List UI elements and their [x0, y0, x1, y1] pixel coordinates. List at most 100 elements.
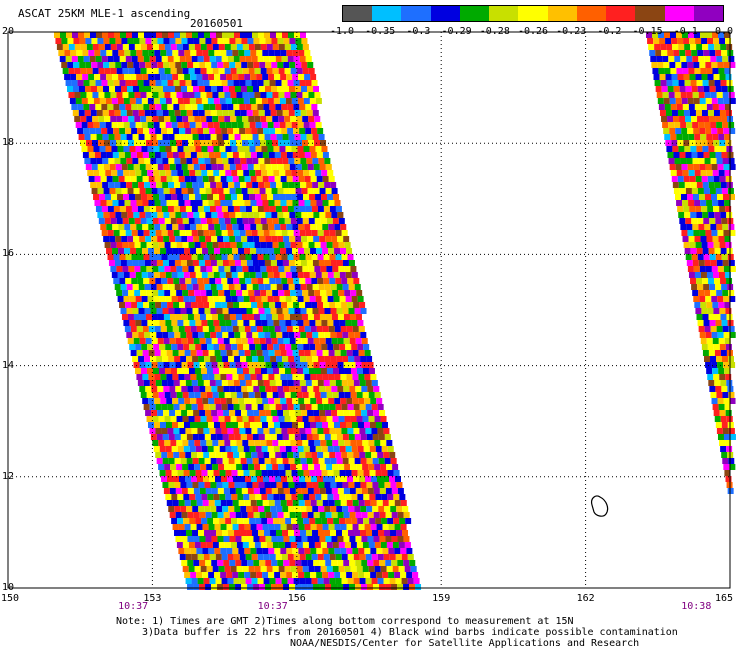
swath-cell — [150, 308, 157, 314]
swath-cell — [217, 512, 224, 518]
swath-cell — [660, 80, 667, 86]
swath-cell — [141, 194, 148, 200]
swath-cell — [169, 338, 176, 344]
swath-cell — [196, 200, 203, 206]
swath-cell — [715, 50, 722, 56]
swath-cell — [259, 314, 266, 320]
swath-cell — [277, 236, 284, 242]
swath-cell — [246, 284, 253, 290]
swath-cell — [722, 158, 729, 164]
swath-cell — [692, 92, 699, 98]
swath-cell — [149, 404, 156, 410]
swath-cell — [314, 92, 321, 98]
swath-cell — [315, 98, 322, 104]
swath-cell — [223, 62, 230, 68]
swath-cell — [294, 284, 301, 290]
swath-cell — [62, 68, 69, 74]
swath-cell — [201, 122, 208, 128]
swath-cell — [695, 206, 702, 212]
swath-cell — [215, 278, 222, 284]
swath-cell — [334, 200, 341, 206]
swath-cell — [723, 98, 730, 104]
swath-cell — [379, 512, 386, 518]
swath-cell — [327, 470, 334, 476]
swath-cell — [173, 206, 180, 212]
swath-cell — [310, 248, 317, 254]
swath-cell — [251, 206, 258, 212]
swath-cell — [300, 530, 307, 536]
swath-cell — [269, 452, 276, 458]
swath-cell — [371, 476, 378, 482]
swath-cell — [133, 164, 140, 170]
swath-cell — [328, 200, 335, 206]
swath-cell — [189, 272, 196, 278]
swath-cell — [255, 98, 262, 104]
swath-cell — [281, 278, 288, 284]
swath-cell — [132, 134, 139, 140]
swath-cell — [325, 212, 332, 218]
swath-cell — [217, 314, 224, 320]
swath-cell — [682, 134, 689, 140]
swath-cell — [183, 194, 190, 200]
swath-cell — [264, 482, 271, 488]
swath-cell — [211, 536, 218, 542]
swath-cell — [181, 164, 188, 170]
swath-cell — [688, 134, 695, 140]
swath-cell — [702, 314, 709, 320]
swath-cell — [187, 512, 194, 518]
swath-cell — [671, 74, 678, 80]
swath-cell — [711, 128, 718, 134]
swath-cell — [238, 350, 245, 356]
swath-cell — [62, 44, 69, 50]
swath-cell — [196, 50, 203, 56]
swath-cell — [716, 56, 723, 62]
swath-cell — [344, 392, 351, 398]
swath-cell — [304, 326, 311, 332]
swath-cell — [77, 128, 84, 134]
swath-cell — [164, 416, 171, 422]
swath-cell — [325, 536, 332, 542]
swath-cell — [404, 566, 411, 572]
swath-cell — [344, 566, 351, 572]
swath-cell — [344, 542, 351, 548]
swath-cell — [375, 446, 382, 452]
swath-cell — [248, 140, 255, 146]
swath-cell — [255, 194, 262, 200]
swath-cell — [697, 86, 704, 92]
swath-cell — [355, 488, 362, 494]
swath-cell — [715, 116, 722, 122]
swath-cell — [243, 518, 250, 524]
swath-cell — [326, 368, 333, 374]
swath-cell — [710, 356, 717, 362]
swath-cell — [127, 338, 134, 344]
swath-cell — [726, 212, 733, 218]
swath-cell — [394, 524, 401, 530]
swath-cell — [211, 212, 218, 218]
swath-cell — [365, 554, 372, 560]
swath-cell — [269, 578, 276, 584]
swath-cell — [288, 356, 295, 362]
swath-cell — [101, 230, 108, 236]
swath-cell — [94, 50, 101, 56]
swath-cell — [183, 320, 190, 326]
swath-cell — [220, 224, 227, 230]
swath-cell — [378, 530, 385, 536]
swath-cell — [699, 62, 706, 68]
swath-cell — [267, 272, 274, 278]
swath-cell — [199, 212, 206, 218]
swath-cell — [302, 266, 309, 272]
swath-cell — [215, 578, 222, 584]
swath-cell — [280, 74, 287, 80]
swath-cell — [720, 212, 727, 218]
swath-cell — [115, 188, 122, 194]
swath-cell — [369, 494, 376, 500]
swath-cell — [240, 32, 246, 38]
swath-cell — [243, 296, 250, 302]
swath-cell — [400, 548, 407, 554]
swath-cell — [178, 74, 185, 80]
swath-cell — [280, 326, 287, 332]
swath-cell — [184, 524, 191, 530]
swath-cell — [283, 386, 290, 392]
swath-cell — [155, 80, 162, 86]
swath-cell — [135, 194, 142, 200]
